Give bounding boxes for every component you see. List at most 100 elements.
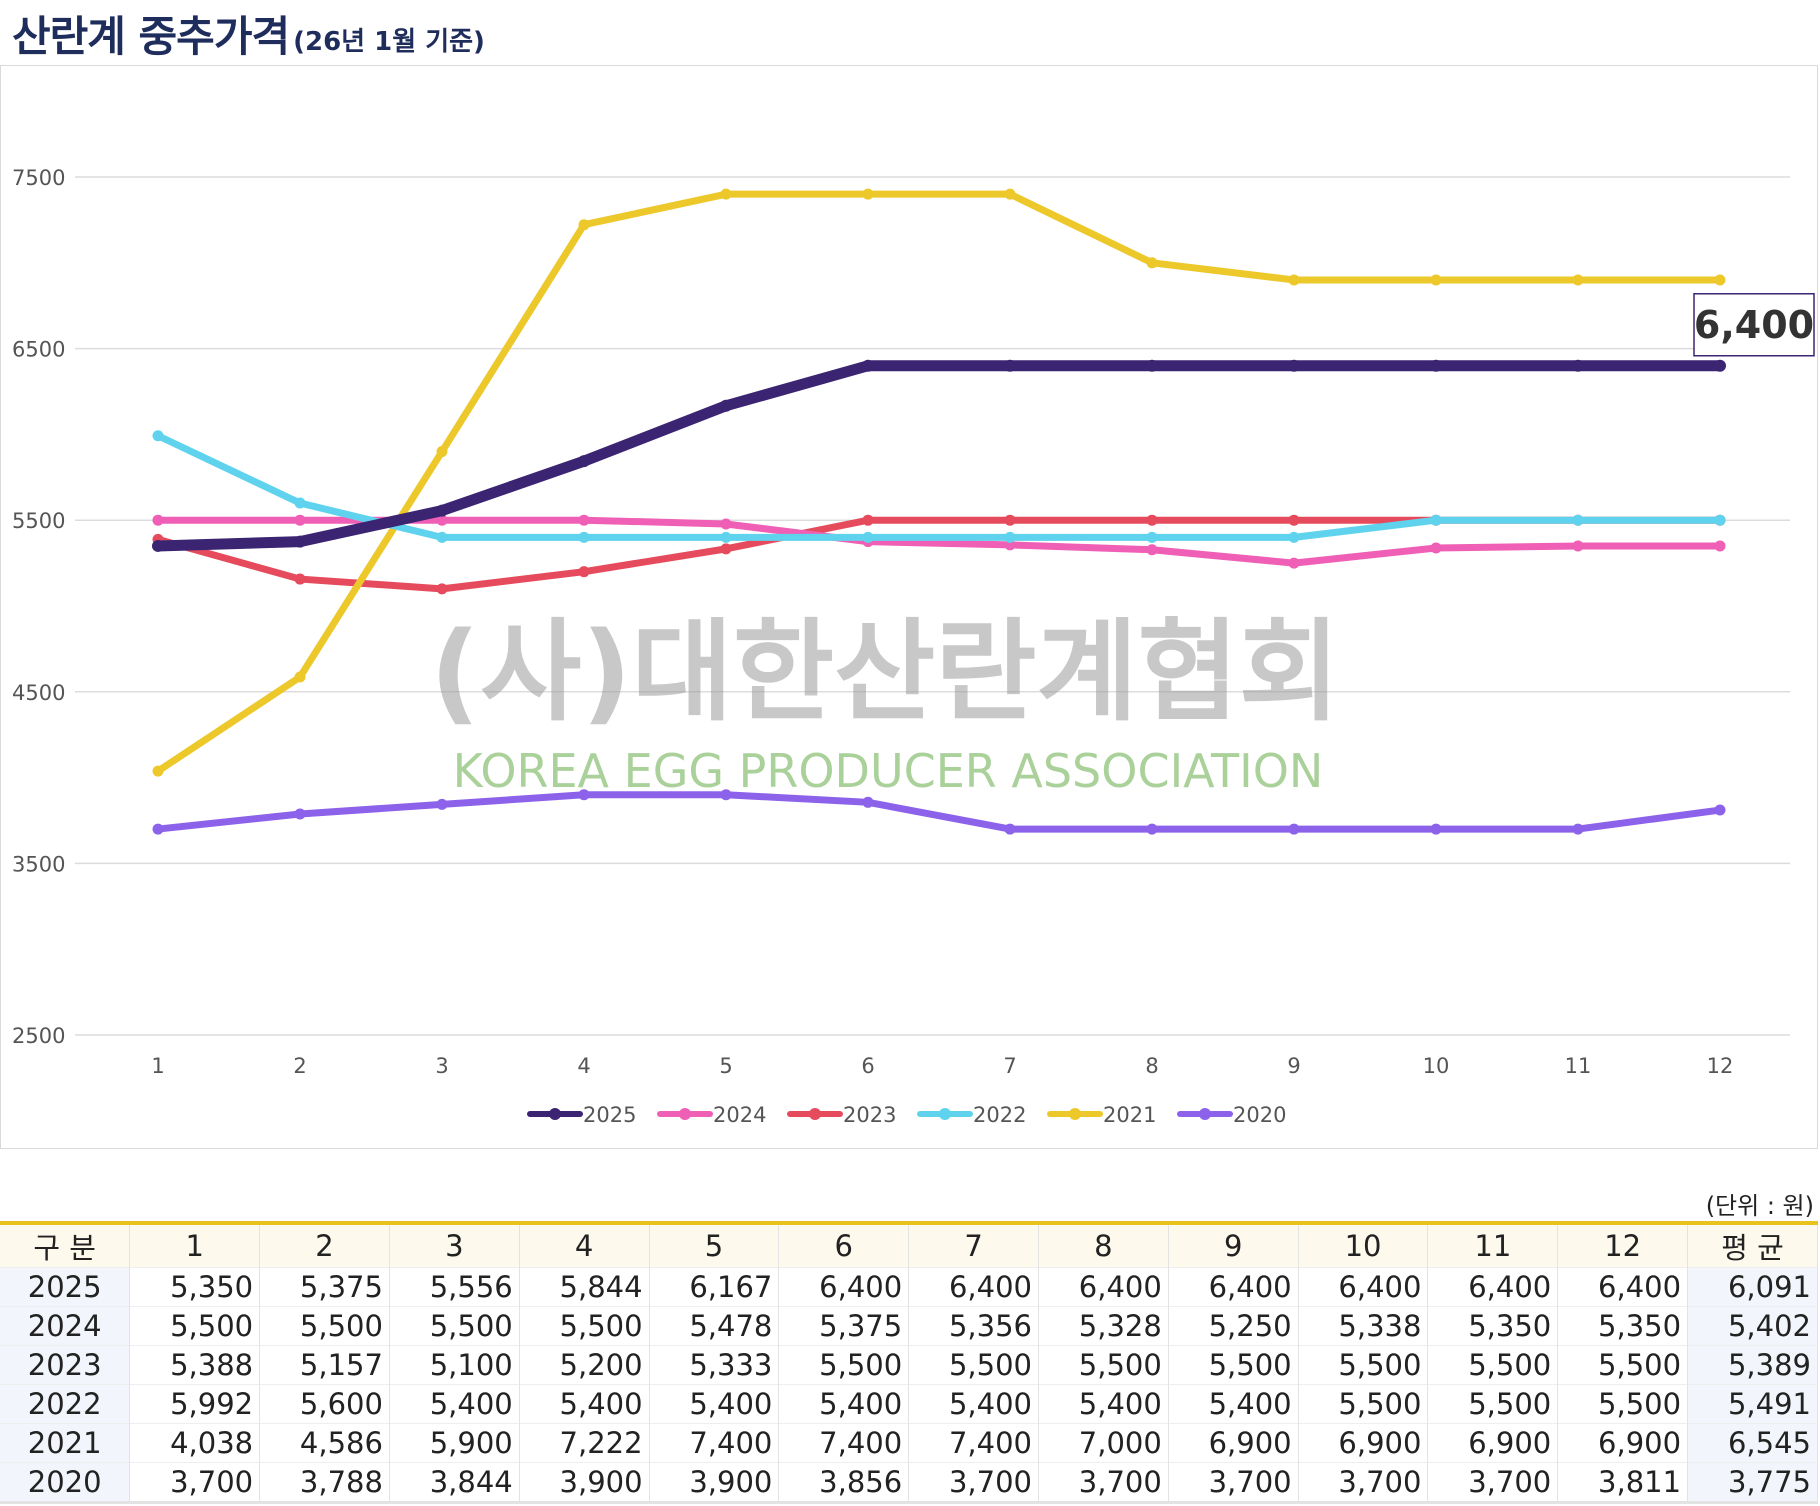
cell-average: 6,545: [1687, 1423, 1818, 1463]
data-point-2025: [1430, 359, 1442, 372]
table-cell: 5,500: [389, 1306, 520, 1346]
data-point-2020: [1004, 823, 1016, 835]
legend-marker-2024: [679, 1108, 691, 1120]
x-tick-label: 3: [435, 1054, 448, 1078]
table-cell: 3,700: [1038, 1462, 1169, 1504]
table-cell: 5,900: [389, 1423, 520, 1463]
table-cell: 5,333: [649, 1345, 780, 1385]
title-subtitle: (26년 1월 기준): [293, 27, 485, 57]
data-point-2021: [1572, 274, 1584, 286]
series-line-2025: [152, 360, 1726, 552]
table-cell: 5,500: [1427, 1345, 1559, 1385]
data-point-2023: [294, 573, 306, 585]
data-point-2021: [1430, 274, 1442, 286]
data-point-2022: [1288, 531, 1300, 543]
table-cell: 6,400: [1038, 1267, 1169, 1307]
legend-label-2025: 2025: [583, 1103, 636, 1127]
table-cell: 5,350: [1427, 1306, 1559, 1346]
legend-marker-2025: [549, 1108, 561, 1120]
table-cell: 6,167: [649, 1267, 780, 1307]
series-line-2022: [154, 432, 1724, 541]
table-cell: 3,900: [649, 1462, 780, 1504]
data-point-2021: [436, 446, 448, 458]
data-point-2025: [294, 535, 306, 548]
data-point-2020: [578, 789, 590, 801]
data-point-2025: [720, 399, 732, 412]
data-point-2025: [152, 539, 164, 552]
data-point-2020: [152, 823, 164, 835]
data-point-2024: [1146, 544, 1158, 556]
data-point-2023: [720, 543, 732, 555]
table-header-month: 3: [389, 1223, 520, 1268]
y-tick-label: 4500: [12, 681, 65, 705]
table-row: 2023 5,388 5,157 5,100 5,200 5,333 5,500 5,500 5…: [0, 1345, 1818, 1385]
row-year: 2023: [0, 1345, 131, 1385]
data-point-2024: [1288, 557, 1300, 569]
data-point-2024: [1714, 540, 1726, 552]
data-point-2020: [720, 789, 732, 801]
data-point-2024: [720, 518, 732, 530]
table-cell: 6,400: [908, 1267, 1039, 1307]
y-tick-label: 6500: [12, 338, 65, 362]
data-point-2022: [862, 531, 874, 543]
data-point-2020: [862, 796, 874, 808]
data-point-2021: [1288, 274, 1300, 286]
table-header-month: 12: [1557, 1223, 1689, 1268]
data-point-2020: [1146, 823, 1158, 835]
data-point-2020: [436, 798, 448, 810]
table-cell: 5,328: [1038, 1306, 1169, 1346]
table-cell: 5,500: [1168, 1345, 1299, 1385]
cell-average: 3,775: [1687, 1462, 1818, 1504]
table-row: 2025 5,350 5,375 5,556 5,844 6,167 6,400 6,400 6…: [0, 1267, 1818, 1307]
data-point-2021: [1146, 257, 1158, 269]
data-point-2020: [294, 808, 306, 820]
data-point-2024: [436, 514, 448, 526]
table-cell: 3,700: [908, 1462, 1039, 1504]
legend-label-2022: 2022: [973, 1103, 1026, 1127]
watermark-korean: (사)대한산란계협회: [430, 608, 1340, 736]
table-cell: 3,900: [519, 1462, 650, 1504]
table-header-month: 7: [908, 1223, 1039, 1268]
table-header-month: 1: [129, 1223, 261, 1268]
table-cell: 5,500: [1038, 1345, 1169, 1385]
table-cell: 6,400: [1427, 1267, 1559, 1307]
value-callout: 6,400: [1694, 303, 1814, 347]
table-cell: 5,400: [908, 1384, 1039, 1424]
table-cell: 5,400: [778, 1384, 910, 1424]
table-cell: 5,350: [1557, 1306, 1689, 1346]
data-point-2024: [294, 514, 306, 526]
data-point-2024: [578, 514, 590, 526]
table-cell: 5,992: [129, 1384, 261, 1424]
data-point-2024: [1572, 540, 1584, 552]
data-point-2024: [152, 514, 164, 526]
table-cell: 6,400: [1298, 1267, 1429, 1307]
table-row: 2024 5,500 5,500 5,500 5,500 5,478 5,375 5,356 5…: [0, 1306, 1818, 1346]
table-cell: 5,478: [649, 1306, 780, 1346]
x-tick-label: 4: [577, 1054, 590, 1078]
table-cell: 5,400: [649, 1384, 780, 1424]
x-tick-label: 11: [1565, 1054, 1592, 1078]
table-row: 2022 5,992 5,600 5,400 5,400 5,400 5,400 5,400 5…: [0, 1384, 1818, 1424]
y-tick-label: 5500: [12, 509, 65, 533]
table-cell: 5,375: [259, 1267, 390, 1307]
series-line-2020: [154, 791, 1724, 833]
table-cell: 4,038: [129, 1423, 261, 1463]
data-point-2021: [294, 671, 306, 683]
table-cell: 5,338: [1298, 1306, 1429, 1346]
y-tick-label: 2500: [12, 1024, 65, 1048]
table-cell: 3,788: [259, 1462, 390, 1504]
table-header-average: 평 균: [1687, 1223, 1818, 1268]
data-point-2021: [152, 765, 164, 777]
table-cell: 5,500: [519, 1306, 650, 1346]
table-cell: 5,388: [129, 1345, 261, 1385]
table-header-month: 11: [1427, 1223, 1559, 1268]
table-cell: 5,500: [129, 1306, 261, 1346]
table-header-category: 구 분: [0, 1223, 131, 1268]
table-cell: 7,222: [519, 1423, 650, 1463]
data-point-2024: [1004, 539, 1016, 551]
table-row: 2021 4,038 4,586 5,900 7,222 7,400 7,400 7,400 7…: [0, 1423, 1818, 1463]
table-cell: 6,400: [1168, 1267, 1299, 1307]
table-cell: 6,900: [1427, 1423, 1559, 1463]
watermark-english: KOREA EGG PRODUCER ASSOCIATION: [453, 744, 1324, 798]
data-point-2023: [1288, 514, 1300, 526]
